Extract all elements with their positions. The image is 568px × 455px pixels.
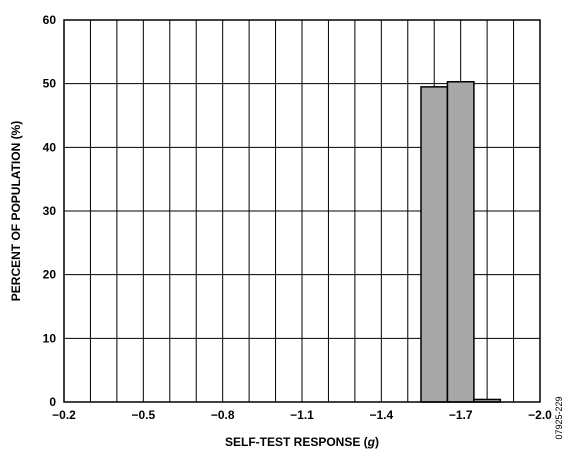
- x-tick-label: −2.0: [528, 408, 552, 422]
- y-tick-label: 60: [43, 13, 57, 27]
- x-axis-label-suffix: ): [375, 435, 379, 449]
- histogram-bar: [446, 81, 475, 403]
- x-tick-label: −0.2: [52, 408, 76, 422]
- y-tick-label: 40: [43, 140, 57, 154]
- y-tick-label: 50: [43, 77, 57, 91]
- plot-frame: [63, 19, 541, 403]
- x-axis-label: SELF-TEST RESPONSE (g): [225, 435, 379, 449]
- x-axis-label-unit: g: [367, 435, 376, 449]
- y-tick-label: 0: [49, 395, 56, 409]
- histogram-bars: [420, 81, 502, 403]
- y-tick-label: 30: [43, 204, 57, 218]
- x-tick-label: −1.7: [449, 408, 473, 422]
- figure-id: 07925-229: [554, 396, 564, 439]
- y-tick-labels: 0 10 20 30 40 50 60: [43, 13, 57, 409]
- y-tick-label: 20: [43, 268, 57, 282]
- histogram-bar: [420, 86, 449, 403]
- x-tick-label: −1.1: [290, 408, 314, 422]
- y-tick-label: 10: [43, 331, 57, 345]
- x-axis-label-prefix: SELF-TEST RESPONSE (: [225, 435, 368, 449]
- x-tick-label: −0.8: [211, 408, 235, 422]
- x-tick-label: −0.5: [131, 408, 155, 422]
- x-tick-label: −1.4: [369, 408, 393, 422]
- y-axis-label: PERCENT OF POPULATION (%): [9, 121, 23, 301]
- x-tick-labels: −0.2 −0.5 −0.8 −1.1 −1.4 −1.7 −2.0: [52, 408, 552, 422]
